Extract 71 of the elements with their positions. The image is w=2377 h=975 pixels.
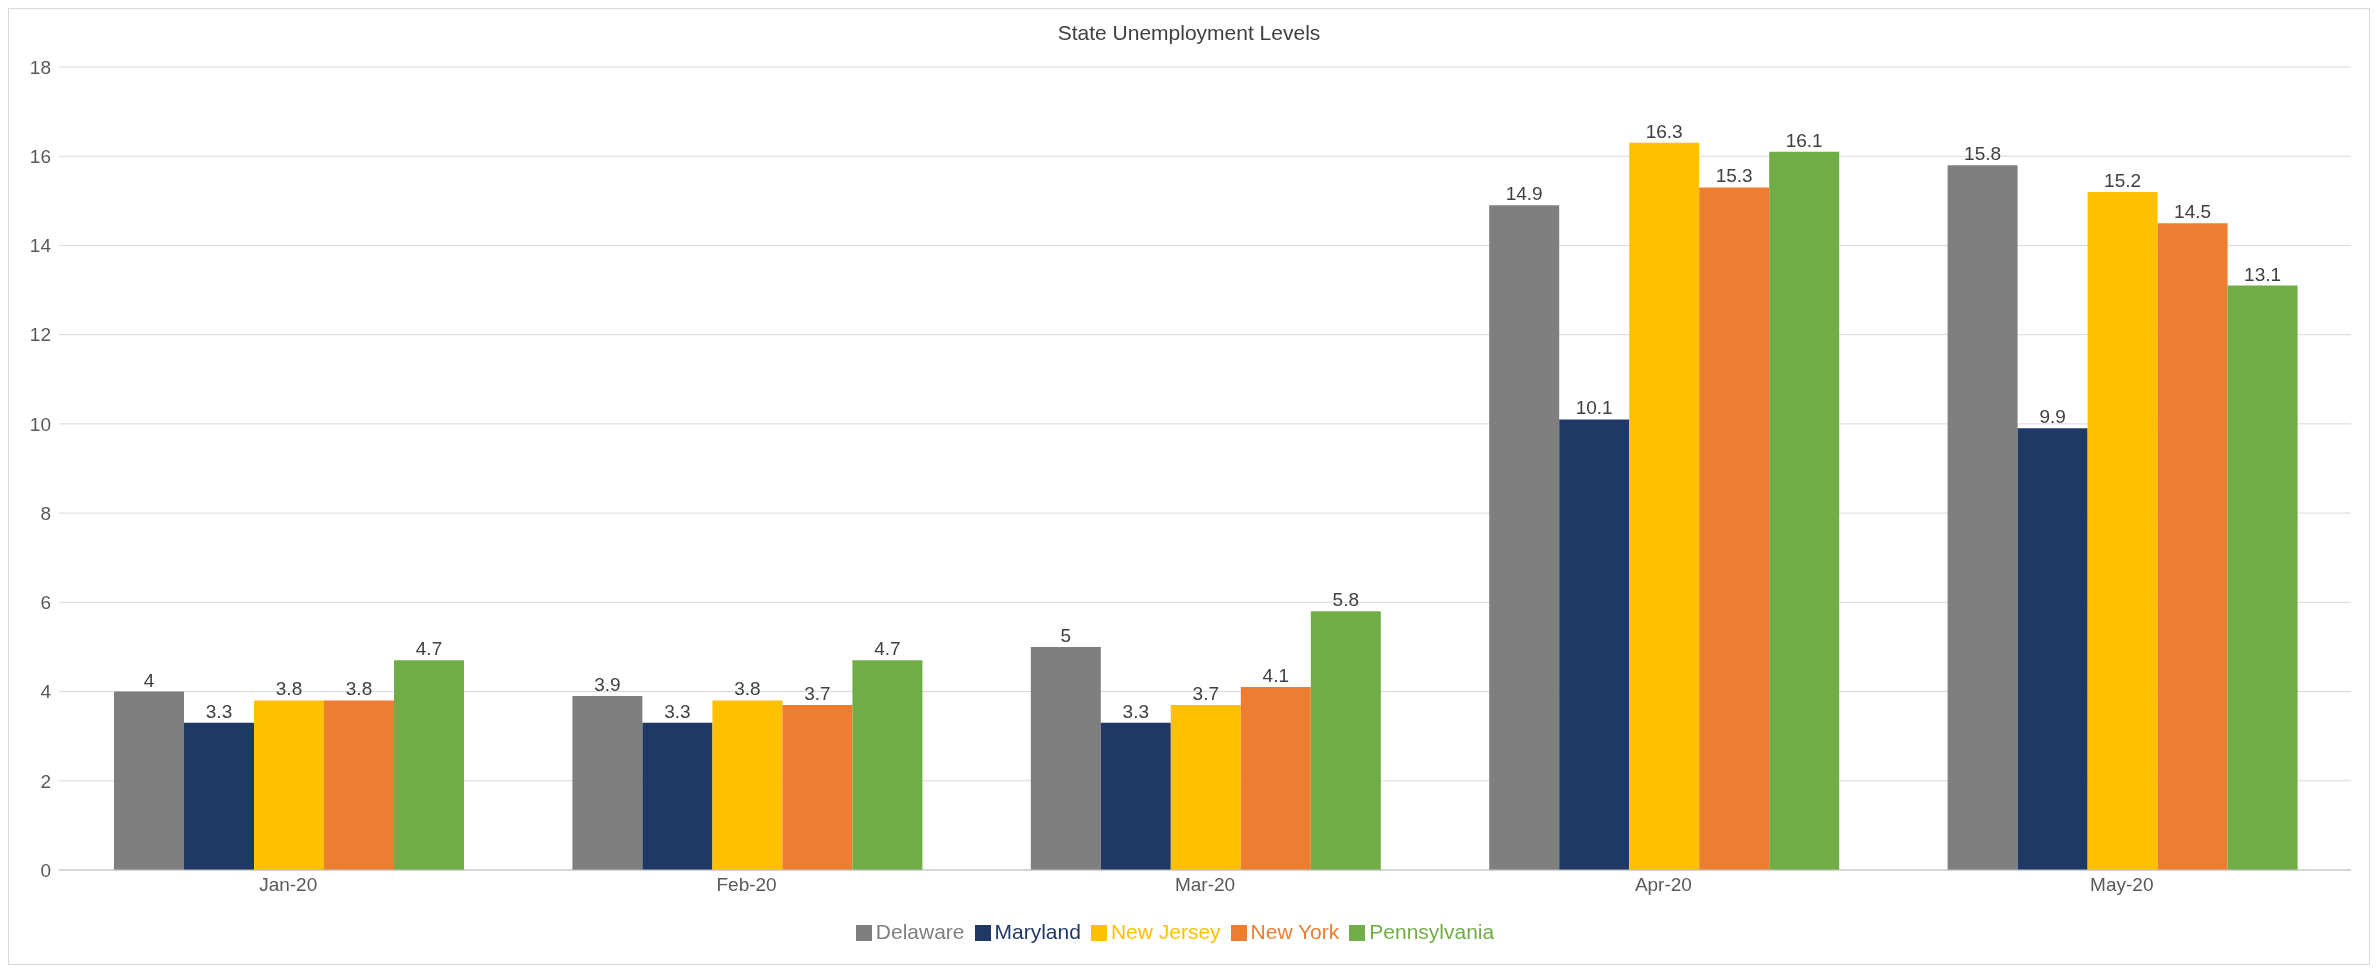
bar bbox=[1100, 722, 1171, 870]
bar bbox=[572, 696, 643, 870]
y-tick-label: 6 bbox=[40, 592, 51, 614]
data-label: 3.3 bbox=[205, 700, 233, 722]
bar bbox=[254, 700, 325, 870]
data-label: 3.3 bbox=[1122, 700, 1150, 722]
data-label: 15.8 bbox=[1964, 143, 2002, 165]
y-tick-label: 4 bbox=[40, 681, 52, 703]
bar bbox=[1030, 646, 1101, 870]
y-tick-label: 0 bbox=[40, 859, 51, 881]
data-label: 4.7 bbox=[415, 638, 443, 660]
bar bbox=[1769, 151, 1840, 870]
data-label: 3.9 bbox=[594, 674, 621, 696]
data-label: 14.5 bbox=[2174, 201, 2212, 223]
x-tick-label: Apr-20 bbox=[1634, 874, 1692, 896]
chart-title: State Unemployment Levels bbox=[1056, 21, 1322, 45]
x-tick-label: Mar-20 bbox=[1174, 874, 1236, 896]
data-label: 4.7 bbox=[874, 638, 901, 660]
legend-label: Pennsylvania bbox=[1369, 920, 1495, 943]
x-tick-label: Feb-20 bbox=[716, 874, 777, 896]
bar bbox=[1310, 611, 1381, 870]
data-label: 4.1 bbox=[1262, 665, 1290, 687]
bar bbox=[1240, 687, 1311, 870]
bar bbox=[1489, 205, 1560, 870]
legend-label: Delaware bbox=[875, 920, 965, 943]
data-label: 3.8 bbox=[734, 678, 761, 700]
y-tick-label: 10 bbox=[29, 413, 51, 435]
bar bbox=[852, 660, 923, 870]
y-tick-label: 8 bbox=[40, 502, 51, 524]
bar bbox=[114, 691, 185, 870]
data-label: 10.1 bbox=[1575, 397, 1613, 419]
y-tick-label: 18 bbox=[29, 56, 51, 78]
bar bbox=[712, 700, 783, 870]
data-label: 15.3 bbox=[1715, 165, 1753, 187]
bar bbox=[184, 722, 255, 870]
data-label: 15.2 bbox=[2104, 169, 2142, 191]
data-label: 16.1 bbox=[1785, 129, 1823, 151]
bar bbox=[2017, 428, 2088, 870]
data-label: 3.8 bbox=[275, 678, 303, 700]
data-label: 16.3 bbox=[1645, 120, 1683, 142]
data-label: 9.9 bbox=[2039, 406, 2066, 428]
x-tick-label: Jan-20 bbox=[259, 874, 318, 896]
bar bbox=[1699, 187, 1770, 870]
bar bbox=[394, 660, 465, 870]
data-label: 3.7 bbox=[1192, 682, 1220, 704]
y-tick-label: 16 bbox=[29, 145, 51, 167]
bar bbox=[782, 704, 853, 870]
bar bbox=[642, 722, 713, 870]
bar bbox=[2087, 191, 2158, 870]
bar bbox=[1629, 142, 1700, 870]
data-label: 5.8 bbox=[1332, 589, 1360, 611]
legend-label: New Jersey bbox=[1110, 920, 1221, 943]
bar bbox=[1170, 704, 1241, 870]
data-label: 3.7 bbox=[804, 682, 831, 704]
x-tick-label: May-20 bbox=[2090, 874, 2154, 896]
bar bbox=[324, 700, 395, 870]
legend-label: Maryland bbox=[994, 920, 1081, 943]
data-label: 13.1 bbox=[2244, 263, 2282, 285]
y-tick-label: 2 bbox=[40, 770, 51, 792]
y-tick-label: 14 bbox=[29, 235, 52, 257]
bar bbox=[1559, 419, 1630, 870]
y-tick-label: 12 bbox=[29, 324, 51, 346]
data-label: 3.3 bbox=[664, 700, 691, 722]
data-label: 14.9 bbox=[1505, 183, 1543, 205]
bar bbox=[2227, 285, 2298, 870]
data-label: 3.8 bbox=[345, 678, 373, 700]
data-label: 4 bbox=[143, 669, 155, 691]
data-label: 5 bbox=[1060, 624, 1072, 646]
bar bbox=[2157, 223, 2228, 870]
legend-label: New York bbox=[1250, 920, 1340, 943]
bar bbox=[1947, 165, 2018, 870]
